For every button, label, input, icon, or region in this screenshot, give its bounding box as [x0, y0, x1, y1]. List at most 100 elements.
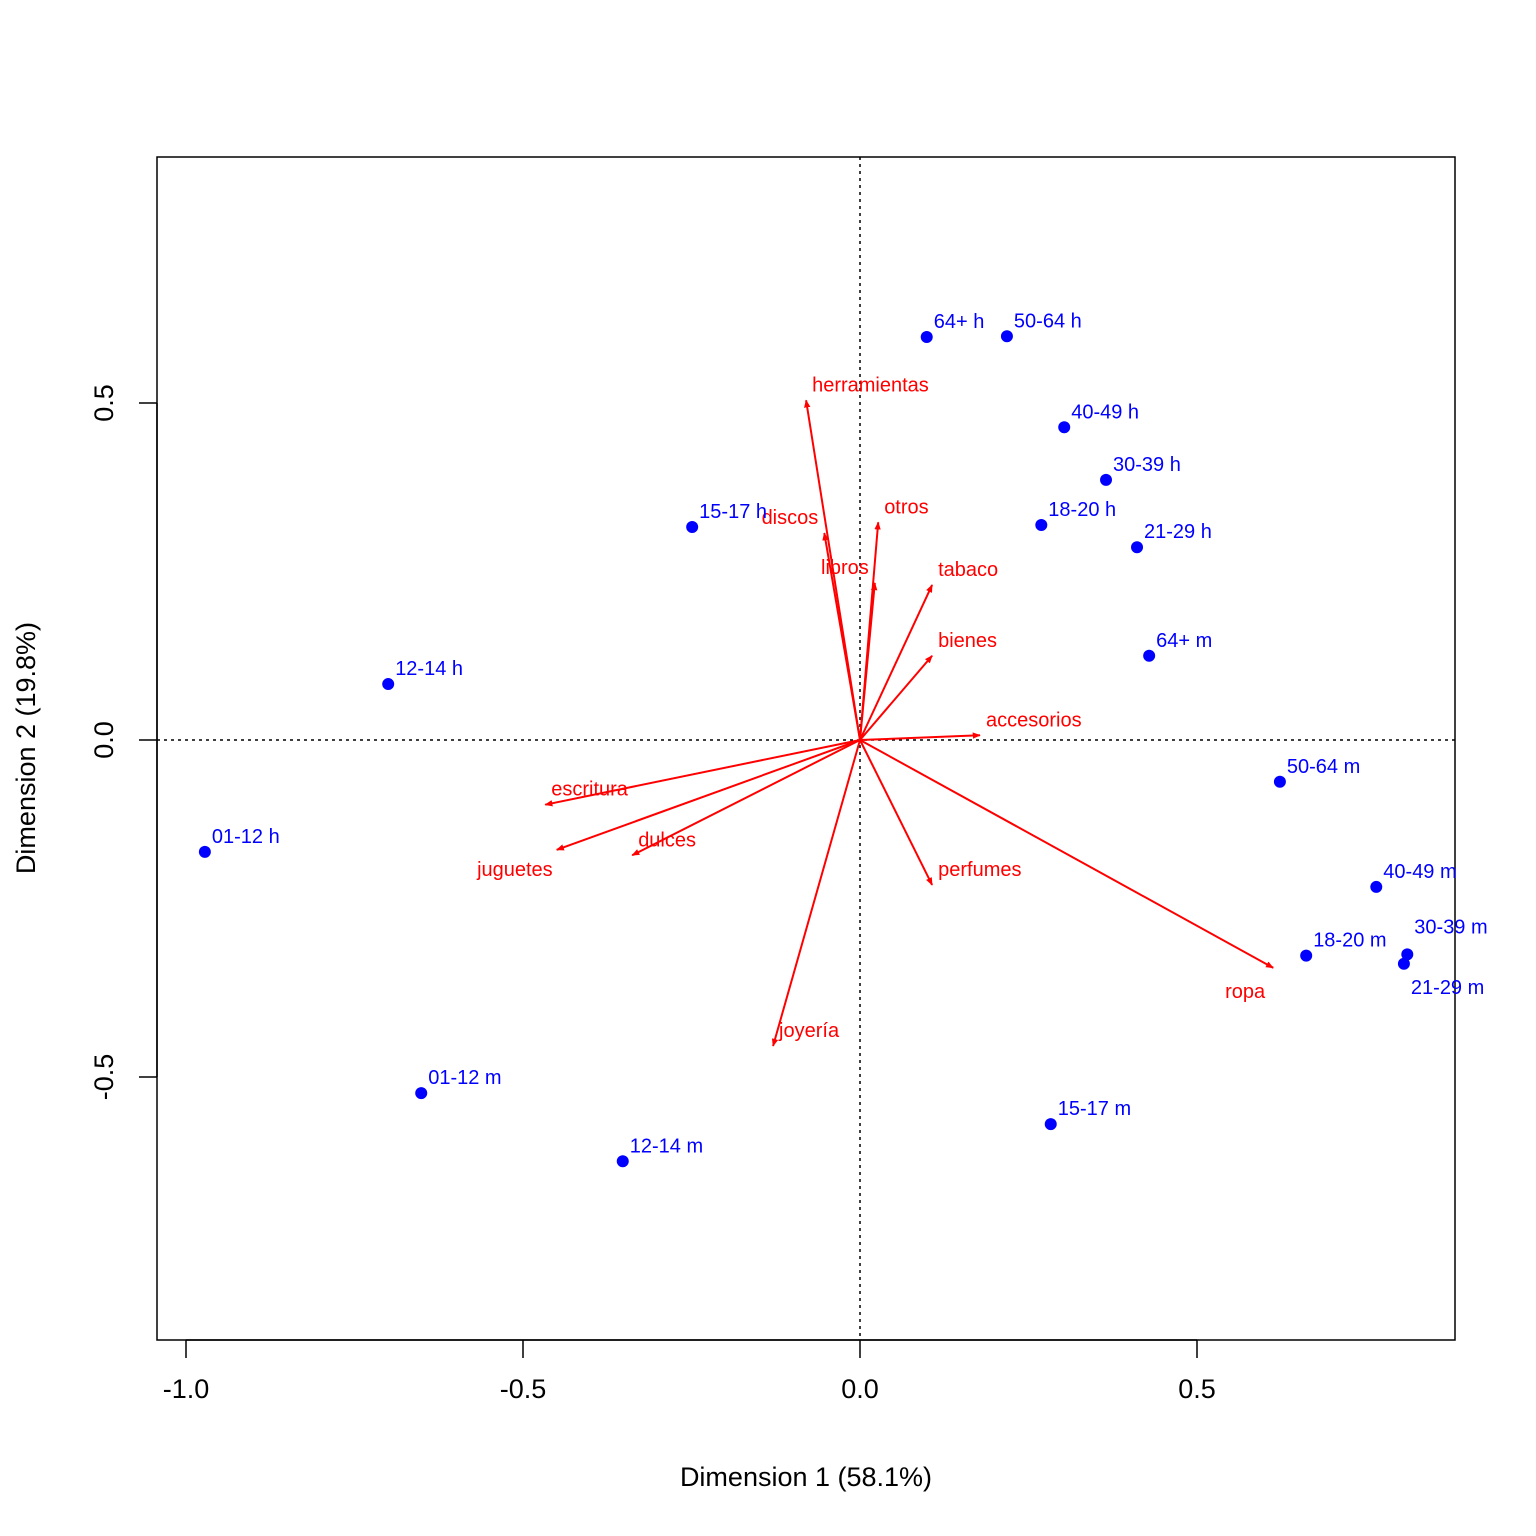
point-label: 40-49 m	[1383, 861, 1456, 883]
point-01-12 h: 01-12 h	[198, 826, 280, 858]
data-point	[1397, 957, 1410, 970]
arrow-juguetes: juguetes	[476, 739, 861, 881]
data-point	[1401, 948, 1414, 961]
arrow-label: discos	[762, 507, 819, 529]
data-point	[616, 1155, 629, 1168]
point-label: 30-39 h	[1113, 454, 1181, 476]
point-64+ h: 64+ h	[920, 311, 985, 343]
data-point	[198, 845, 211, 858]
data-point	[1273, 775, 1286, 788]
arrow-line	[859, 655, 933, 741]
point-label: 12-14 m	[630, 1135, 703, 1157]
variable-arrows: herramientas discos otros libros tabaco biene…	[476, 374, 1274, 1047]
data-point	[1370, 880, 1383, 893]
point-50-64 h: 50-64 h	[1000, 310, 1082, 343]
arrow-line	[822, 532, 861, 741]
point-label: 21-29 h	[1144, 521, 1212, 543]
arrow-line	[859, 584, 934, 741]
data-point	[1058, 421, 1071, 434]
arrow-libros: libros	[821, 557, 878, 741]
y-tick-label: -0.5	[89, 1054, 119, 1101]
data-point	[1000, 330, 1013, 343]
arrow-line	[555, 739, 861, 851]
arrow-ropa: ropa	[859, 739, 1274, 1003]
arrow-otros: otros	[859, 496, 929, 741]
point-label: 64+ m	[1156, 630, 1212, 652]
point-label: 01-12 h	[212, 826, 280, 848]
arrow-accesorios: accesorios	[859, 709, 1082, 741]
arrow-line	[771, 739, 861, 1047]
data-point	[1044, 1118, 1057, 1131]
arrow-line	[859, 732, 981, 741]
arrow-label: herramientas	[812, 374, 929, 396]
point-15-17 h: 15-17 h	[686, 501, 767, 534]
x-tick-label: 0.0	[841, 1374, 879, 1404]
point-label: 40-49 h	[1071, 401, 1139, 423]
x-tick-label: 0.5	[1178, 1374, 1216, 1404]
arrow-label: bienes	[938, 630, 997, 652]
y-axis-title: Dimension 2 (19.8%)	[11, 622, 41, 874]
point-label: 18-20 m	[1313, 930, 1386, 952]
data-point	[382, 678, 395, 691]
reference-lines	[157, 157, 1455, 1340]
point-40-49 h: 40-49 h	[1058, 401, 1139, 434]
arrow-perfumes: perfumes	[859, 739, 1021, 886]
point-01-12 m: 01-12 m	[415, 1067, 502, 1100]
point-18-20 h: 18-20 h	[1035, 499, 1116, 531]
arrow-escritura: escritura	[544, 739, 861, 807]
arrow-label: escritura	[551, 779, 629, 801]
arrow-line	[859, 739, 1274, 969]
x-tick-label: -1.0	[163, 1374, 210, 1404]
x-axis-title: Dimension 1 (58.1%)	[680, 1462, 932, 1492]
arrow-label: accesorios	[986, 709, 1082, 731]
point-label: 50-64 m	[1287, 756, 1360, 778]
data-point	[1131, 541, 1144, 554]
y-tick-label: 0.0	[89, 721, 119, 759]
point-50-64 m: 50-64 m	[1273, 756, 1360, 788]
data-point	[1300, 949, 1313, 962]
y-tick-label: 0.5	[89, 384, 119, 422]
data-point	[415, 1087, 428, 1100]
arrow-line	[631, 739, 861, 857]
arrow-line	[859, 582, 878, 741]
arrow-line	[859, 739, 934, 886]
arrow-label: tabaco	[938, 559, 998, 581]
point-label: 50-64 h	[1014, 310, 1082, 332]
data-point	[1100, 473, 1113, 486]
arrow-dulces: dulces	[631, 739, 861, 857]
point-label: 01-12 m	[428, 1067, 501, 1089]
arrow-tabaco: tabaco	[859, 559, 998, 741]
arrow-label: otros	[884, 496, 928, 518]
point-label: 30-39 m	[1414, 916, 1487, 938]
arrow-label: libros	[821, 557, 869, 579]
arrow-label: perfumes	[938, 859, 1021, 881]
arrow-discos: discos	[762, 507, 861, 741]
plot-frame	[156, 156, 1456, 1341]
point-64+ m: 64+ m	[1143, 630, 1212, 662]
point-label: 21-29 m	[1411, 977, 1484, 999]
data-point	[1035, 518, 1048, 531]
x-tick-label: -0.5	[500, 1374, 547, 1404]
point-label: 18-20 h	[1048, 499, 1116, 521]
point-label: 12-14 h	[395, 658, 463, 680]
point-30-39 h: 30-39 h	[1100, 454, 1181, 486]
point-21-29 m: 21-29 m	[1397, 957, 1484, 999]
point-label: 64+ h	[934, 311, 985, 333]
data-point	[920, 330, 933, 343]
category-points: 64+ h 50-64 h 40-49 h 30-39 h 18-20 h 21-29 h…	[198, 310, 1488, 1168]
point-18-20 m: 18-20 m	[1300, 930, 1387, 962]
point-40-49 m: 40-49 m	[1370, 861, 1457, 893]
arrow-bienes: bienes	[859, 630, 997, 741]
arrow-joyería: joyería	[771, 739, 861, 1047]
point-21-29 h: 21-29 h	[1131, 521, 1212, 554]
point-30-39 m: 30-39 m	[1401, 916, 1488, 961]
arrow-label: ropa	[1225, 981, 1266, 1003]
point-15-17 m: 15-17 m	[1044, 1098, 1131, 1131]
data-point	[686, 521, 699, 534]
arrow-label: dulces	[638, 829, 696, 851]
data-point	[1143, 649, 1156, 662]
point-12-14 h: 12-14 h	[382, 658, 463, 691]
arrow-line	[544, 739, 861, 807]
point-label: 15-17 m	[1058, 1098, 1131, 1120]
